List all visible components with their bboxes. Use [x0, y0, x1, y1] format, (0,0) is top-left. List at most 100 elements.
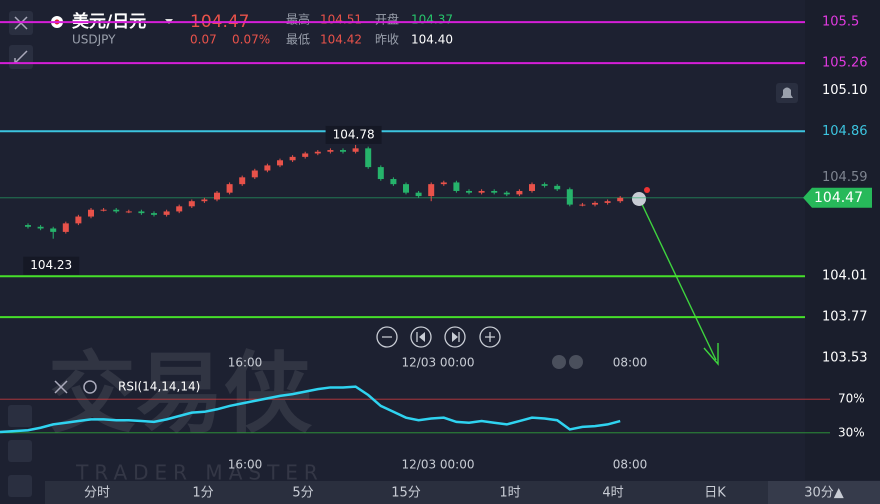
- candle-body: [176, 206, 183, 212]
- watermark-en: TRADER MASTER: [75, 461, 324, 485]
- last-price-label: 104.47: [814, 190, 863, 206]
- tool-1[interactable]: [8, 405, 32, 427]
- candle-body: [302, 153, 309, 157]
- candle-body: [365, 148, 372, 168]
- tab-bar: [45, 481, 880, 504]
- candle-body: [188, 201, 195, 207]
- zoom-out[interactable]: [376, 326, 398, 348]
- price-label: 104.86: [822, 124, 868, 139]
- candle-body: [100, 209, 107, 211]
- candle-body: [592, 202, 598, 205]
- nav-glyphs: [382, 332, 495, 342]
- zoom-in[interactable]: [479, 326, 501, 348]
- tool-3[interactable]: [8, 475, 32, 497]
- candle-body: [617, 197, 624, 202]
- candle-body: [390, 179, 397, 185]
- price-label: 105.26: [822, 56, 868, 71]
- candle-body: [541, 184, 548, 186]
- candle-body: [138, 211, 145, 214]
- min-tag: 104.23: [30, 258, 72, 272]
- candle-body: [201, 199, 208, 202]
- prev-close-label: 昨收: [375, 33, 399, 47]
- time-label: 12/03 00:00: [402, 356, 475, 370]
- rsi-settings[interactable]: [83, 380, 97, 394]
- candle-body: [239, 177, 246, 185]
- candle-body: [277, 160, 283, 166]
- tab[interactable]: 1时: [499, 486, 520, 501]
- candle-body: [125, 211, 132, 213]
- low: 104.42: [320, 33, 362, 47]
- candle-body: [327, 150, 334, 152]
- candle-body: [75, 216, 82, 224]
- symbol: USDJPY: [72, 33, 116, 47]
- open-label: 开盘: [375, 12, 399, 27]
- tab[interactable]: 1分: [192, 486, 213, 501]
- tabs: 分时 1分 5分 15分 1时 4时 日K 30分▲: [84, 486, 844, 501]
- change-pct: 0.07%: [232, 33, 270, 47]
- tab[interactable]: 分时: [84, 486, 110, 501]
- candle-body: [62, 223, 69, 232]
- candle-body: [415, 192, 422, 197]
- go-end[interactable]: [444, 326, 466, 348]
- candle-body: [478, 190, 485, 193]
- rsi-line: [0, 385, 621, 434]
- tab[interactable]: 30分▲: [804, 486, 844, 501]
- candle-body: [554, 185, 561, 190]
- candle-body: [579, 204, 586, 206]
- rsi-tick-label: 70%: [838, 392, 865, 406]
- rsi-time-label: 16:00: [228, 458, 263, 472]
- tab[interactable]: 15分: [391, 486, 421, 501]
- candle-body: [491, 190, 498, 193]
- price-label: 105.10: [822, 83, 868, 98]
- rsi-tick-label: 30%: [838, 425, 865, 439]
- arrow-head: [703, 343, 719, 366]
- tab[interactable]: 4时: [602, 486, 623, 501]
- change: 0.07: [190, 33, 217, 47]
- candle-body: [50, 228, 57, 232]
- rsi-time-label: 12/03 00:00: [402, 458, 475, 472]
- candle-body: [289, 156, 296, 161]
- time-label: 08:00: [613, 356, 648, 370]
- candle-body: [352, 148, 359, 152]
- candle-body: [529, 184, 535, 191]
- candle-body: [264, 165, 271, 171]
- candle-body: [113, 209, 120, 212]
- candle-body: [25, 225, 31, 227]
- high-label: 最高: [286, 12, 310, 27]
- rsi-title: RSI(14,14,14): [118, 380, 200, 394]
- arrow-line: [639, 199, 717, 361]
- price-axis-bg: [805, 0, 880, 480]
- candle-body: [163, 211, 170, 215]
- candle-body: [503, 192, 510, 195]
- candle-body: [604, 201, 611, 203]
- candle-body: [151, 213, 157, 215]
- candle-body: [88, 209, 94, 217]
- candle-body: [214, 192, 220, 200]
- tool-2[interactable]: [8, 440, 32, 462]
- info-icon[interactable]: [632, 192, 646, 206]
- min-tag-bg: [23, 256, 80, 275]
- price-label: 103.77: [822, 310, 868, 325]
- toggle-b[interactable]: [569, 355, 583, 369]
- nav-controls: [376, 326, 501, 348]
- time-label: 16:00: [228, 356, 263, 370]
- toggle-a[interactable]: [552, 355, 566, 369]
- tab[interactable]: 日K: [704, 486, 726, 501]
- max-tag-bg: [325, 125, 382, 144]
- go-start[interactable]: [410, 326, 432, 348]
- price-label: 104.01: [822, 269, 868, 284]
- candle-body: [377, 167, 384, 180]
- candle-body: [453, 182, 460, 191]
- candle-body: [566, 189, 573, 205]
- price-label: 104.59: [822, 170, 868, 185]
- candle-body: [251, 170, 258, 178]
- price-label: 103.53: [822, 351, 868, 366]
- bell-icon: [781, 87, 793, 98]
- rsi-close[interactable]: [54, 380, 68, 394]
- max-tag: 104.78: [333, 127, 375, 141]
- candle-body: [37, 226, 44, 229]
- tab[interactable]: 5分: [292, 486, 313, 501]
